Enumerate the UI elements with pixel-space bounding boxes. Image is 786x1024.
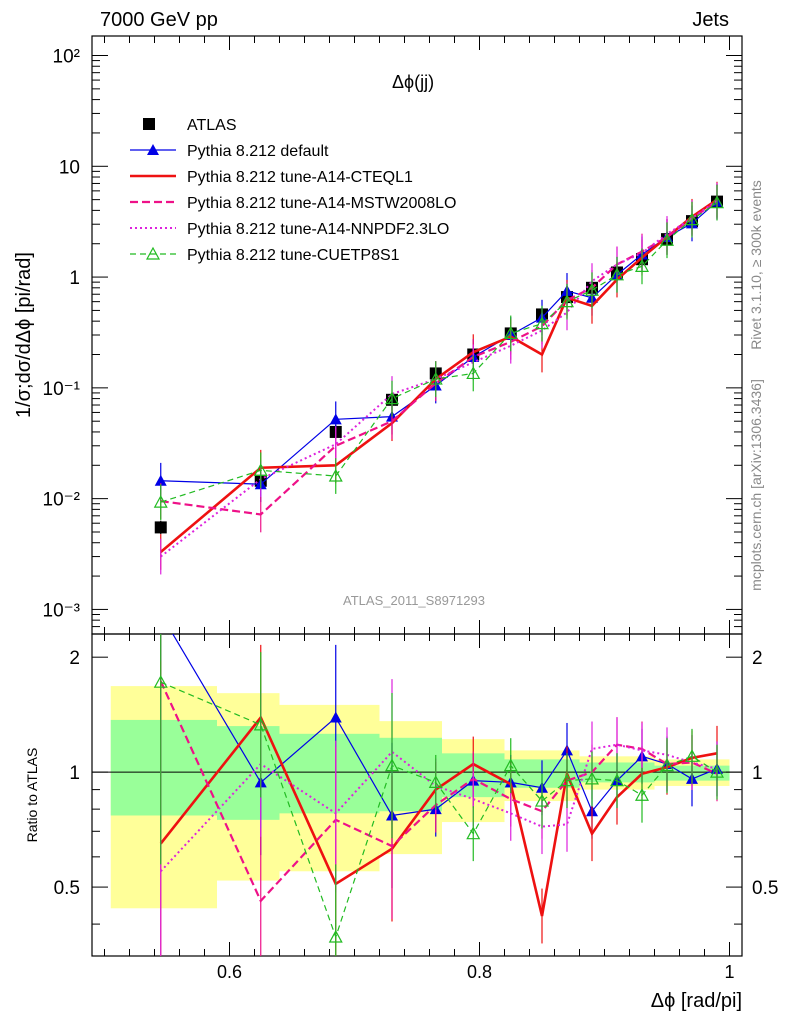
legend-label: ATLAS xyxy=(187,117,237,134)
x-axis-label: Δϕ [rad/pi] xyxy=(651,990,742,1012)
ratio-line xyxy=(160,743,718,872)
series-point xyxy=(559,773,575,787)
data-point xyxy=(154,521,167,534)
ratio-plot-frame xyxy=(91,633,743,957)
y-tick-label: 10⁻¹ xyxy=(43,379,81,400)
chart-title: Δϕ(jj) xyxy=(392,72,434,92)
legend-label: Pythia 8.212 tune-A14-CTEQL1 xyxy=(187,169,413,186)
series-point xyxy=(466,826,481,840)
series-point xyxy=(155,608,167,619)
series-point xyxy=(384,391,400,405)
legend: ATLAS Pythia 8.212 default Pythia 8.212 tu… xyxy=(130,117,456,264)
series-point xyxy=(534,316,550,330)
series-point xyxy=(709,195,725,209)
y-axis-label: 1/σ;dσ/dΔϕ [pi/rad] xyxy=(13,252,35,418)
y-tick-label: 1 xyxy=(69,268,80,289)
legend-label: Pythia 8.212 tune-CUETP8S1 xyxy=(187,247,400,264)
ratio-uncertainty-band xyxy=(110,686,730,909)
y-tick-label: 10² xyxy=(53,47,80,68)
analysis-label: ATLAS_2011_S8971293 xyxy=(343,593,485,608)
legend-label: Pythia 8.212 tune-A14-NNPDF2.3LO xyxy=(187,221,449,238)
process-label: Jets xyxy=(692,9,729,31)
series-line xyxy=(160,202,718,503)
main-series-layer xyxy=(153,181,725,575)
series-point xyxy=(428,775,443,788)
x-tick-label: 1 xyxy=(724,962,734,982)
series-point xyxy=(584,283,600,296)
ratio-axis-label: Ratio to ATLAS xyxy=(24,748,40,843)
x-tick-label: 0.8 xyxy=(467,962,492,982)
legend-label: Pythia 8.212 tune-A14-MSTW2008LO xyxy=(187,195,456,212)
series-point xyxy=(503,326,518,340)
legend-label: Pythia 8.212 default xyxy=(187,143,329,160)
mcplots-label: mcplots.cern.ch [arXiv:1306.3436] xyxy=(748,379,764,591)
axis-ticks xyxy=(92,36,742,956)
series-point xyxy=(534,793,550,807)
series-point xyxy=(328,468,343,482)
series-line xyxy=(160,200,718,516)
series-point xyxy=(684,749,700,762)
series-point xyxy=(153,674,168,688)
ratio-series-5 xyxy=(153,634,725,956)
series-point xyxy=(684,212,700,226)
series-point xyxy=(147,144,159,155)
series-point xyxy=(153,494,168,508)
y-tick-label: 10⁻³ xyxy=(43,600,81,621)
series-point xyxy=(145,246,161,260)
ratio-tick-label-right: 1 xyxy=(752,763,763,784)
series-point xyxy=(634,259,650,272)
series-point xyxy=(154,474,167,486)
series-point xyxy=(428,371,443,385)
series-point xyxy=(709,764,725,778)
ratio-tick-label: 1 xyxy=(69,763,80,784)
y-tick-label: 10 xyxy=(59,157,80,178)
series-point xyxy=(329,413,342,425)
series-point xyxy=(609,773,625,787)
series-point xyxy=(329,711,342,723)
ratio-tick-label: 2 xyxy=(69,648,80,669)
series-point xyxy=(253,463,268,476)
tick-labels: 0.6 0.8 1 10⁻³ 10⁻² 10⁻¹ 1 10 10² 0.5 0.5 1 1 2 2 xyxy=(43,47,779,982)
series-point xyxy=(253,717,268,731)
series-point xyxy=(634,787,650,801)
series-point xyxy=(559,294,575,308)
series-line xyxy=(160,201,718,485)
ratio-tick-label: 0.5 xyxy=(54,878,80,899)
series-point xyxy=(384,758,400,772)
ratio-line xyxy=(160,681,718,939)
energy-label: 7000 GeV pp xyxy=(100,9,218,31)
legend-marker-atlas xyxy=(143,118,155,130)
band-inner-segment xyxy=(217,726,280,820)
x-tick-label: 0.6 xyxy=(217,962,242,982)
ratio-series-layer xyxy=(153,608,725,956)
series-5 xyxy=(153,184,725,521)
series-point xyxy=(609,267,625,281)
rivet-label: Rivet 3.1.10, ≥ 300k events xyxy=(748,180,764,350)
series-point xyxy=(328,929,343,943)
ratio-tick-label-right: 0.5 xyxy=(752,878,778,899)
series-point xyxy=(503,758,518,772)
series-point xyxy=(659,232,675,246)
series-point xyxy=(466,366,481,380)
band-inner-segment xyxy=(110,719,217,816)
series-point xyxy=(659,758,675,772)
series-point xyxy=(584,771,600,785)
band-inner-segment xyxy=(379,737,442,812)
y-tick-label: 10⁻² xyxy=(43,490,81,511)
ratio-tick-label-right: 2 xyxy=(752,648,763,669)
band-inner-segment xyxy=(279,733,380,814)
